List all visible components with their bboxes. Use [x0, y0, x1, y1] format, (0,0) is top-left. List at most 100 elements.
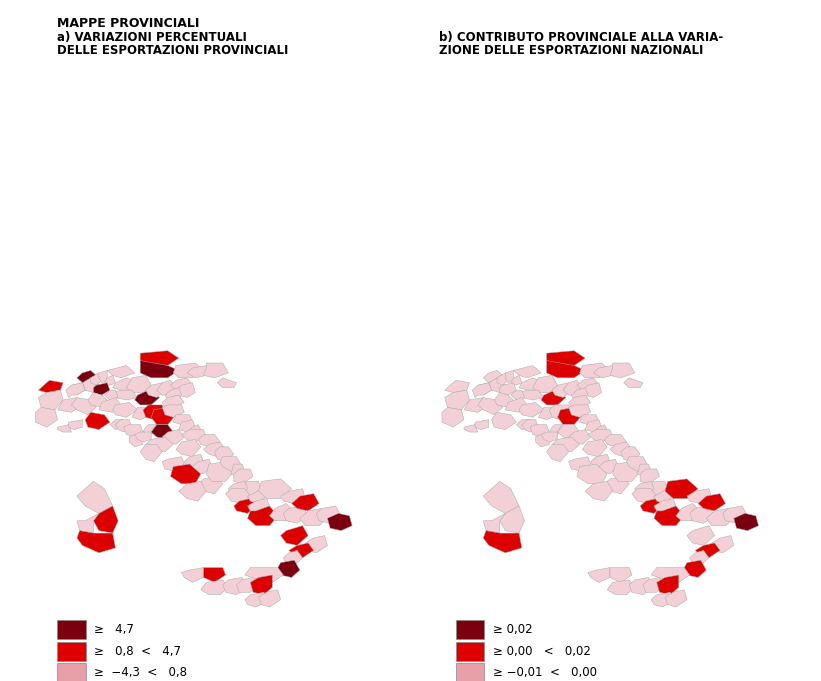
Polygon shape — [145, 383, 165, 398]
Polygon shape — [88, 393, 110, 407]
Polygon shape — [687, 489, 712, 503]
Polygon shape — [549, 405, 571, 419]
Polygon shape — [69, 419, 82, 430]
Polygon shape — [596, 425, 608, 432]
Polygon shape — [665, 590, 687, 607]
Polygon shape — [99, 370, 108, 383]
Polygon shape — [77, 481, 112, 513]
Polygon shape — [179, 481, 206, 501]
Polygon shape — [557, 425, 569, 434]
Polygon shape — [181, 430, 206, 442]
Polygon shape — [140, 445, 163, 462]
Polygon shape — [612, 462, 640, 481]
Polygon shape — [552, 383, 571, 398]
Polygon shape — [654, 506, 684, 526]
Text: ≥ 0,02: ≥ 0,02 — [493, 622, 532, 636]
Polygon shape — [445, 390, 470, 410]
Polygon shape — [734, 513, 759, 530]
Polygon shape — [475, 419, 488, 430]
Polygon shape — [176, 383, 195, 398]
FancyBboxPatch shape — [456, 642, 484, 661]
Polygon shape — [690, 550, 709, 565]
Polygon shape — [488, 378, 505, 393]
Polygon shape — [494, 393, 516, 407]
Polygon shape — [500, 383, 516, 395]
Polygon shape — [214, 447, 234, 462]
Polygon shape — [464, 398, 488, 412]
Polygon shape — [305, 535, 328, 553]
Polygon shape — [220, 457, 242, 471]
Polygon shape — [594, 366, 612, 378]
Polygon shape — [577, 378, 599, 390]
Polygon shape — [492, 412, 516, 430]
Polygon shape — [248, 498, 269, 513]
Polygon shape — [94, 383, 110, 395]
Polygon shape — [552, 437, 580, 452]
Polygon shape — [547, 360, 585, 378]
Polygon shape — [690, 506, 714, 523]
Polygon shape — [289, 543, 314, 558]
Text: ZIONE DELLE ESPORTAZIONI NAZIONALI: ZIONE DELLE ESPORTAZIONI NAZIONALI — [439, 44, 704, 57]
Polygon shape — [140, 360, 179, 378]
Polygon shape — [281, 526, 308, 545]
Polygon shape — [173, 415, 192, 425]
Polygon shape — [129, 434, 143, 447]
Polygon shape — [475, 383, 492, 395]
Polygon shape — [610, 567, 632, 582]
Text: ≥   4,7: ≥ 4,7 — [94, 622, 135, 636]
Polygon shape — [580, 363, 610, 378]
Polygon shape — [143, 425, 157, 434]
FancyBboxPatch shape — [57, 620, 86, 639]
Polygon shape — [676, 503, 701, 521]
Polygon shape — [179, 419, 195, 432]
Polygon shape — [557, 407, 582, 425]
Polygon shape — [39, 380, 63, 393]
Polygon shape — [99, 398, 121, 412]
Polygon shape — [599, 459, 618, 474]
FancyBboxPatch shape — [456, 620, 484, 639]
Polygon shape — [39, 390, 63, 410]
Polygon shape — [300, 509, 328, 526]
Polygon shape — [569, 405, 590, 417]
Polygon shape — [582, 383, 602, 398]
Polygon shape — [259, 479, 291, 498]
Polygon shape — [588, 430, 612, 442]
Polygon shape — [530, 425, 549, 437]
Polygon shape — [77, 530, 116, 553]
Polygon shape — [94, 506, 118, 533]
Polygon shape — [181, 567, 204, 582]
Polygon shape — [557, 425, 580, 439]
Polygon shape — [549, 425, 563, 434]
Polygon shape — [684, 560, 706, 577]
Polygon shape — [239, 481, 261, 496]
Polygon shape — [108, 366, 135, 378]
Polygon shape — [184, 454, 204, 469]
Polygon shape — [590, 454, 610, 469]
Polygon shape — [516, 419, 530, 430]
Polygon shape — [110, 419, 124, 430]
Polygon shape — [533, 375, 557, 393]
Polygon shape — [519, 390, 544, 400]
Polygon shape — [484, 370, 502, 383]
Polygon shape — [569, 457, 590, 471]
Polygon shape — [632, 489, 657, 503]
Polygon shape — [192, 459, 212, 474]
Polygon shape — [163, 395, 184, 407]
Polygon shape — [269, 503, 295, 521]
Polygon shape — [187, 366, 206, 378]
Polygon shape — [585, 481, 612, 501]
Text: DELLE ESPORTAZIONI PROVINCIALI: DELLE ESPORTAZIONI PROVINCIALI — [57, 44, 289, 57]
Polygon shape — [442, 407, 464, 427]
Polygon shape — [236, 577, 259, 592]
Polygon shape — [171, 464, 201, 484]
FancyBboxPatch shape — [57, 663, 86, 681]
Polygon shape — [577, 464, 608, 484]
Polygon shape — [505, 370, 514, 383]
Polygon shape — [522, 419, 539, 432]
Text: ≥   0,8  <   4,7: ≥ 0,8 < 4,7 — [94, 644, 181, 658]
Polygon shape — [484, 481, 519, 513]
Polygon shape — [135, 432, 151, 442]
Polygon shape — [519, 378, 544, 390]
Polygon shape — [259, 590, 281, 607]
Polygon shape — [582, 439, 608, 457]
